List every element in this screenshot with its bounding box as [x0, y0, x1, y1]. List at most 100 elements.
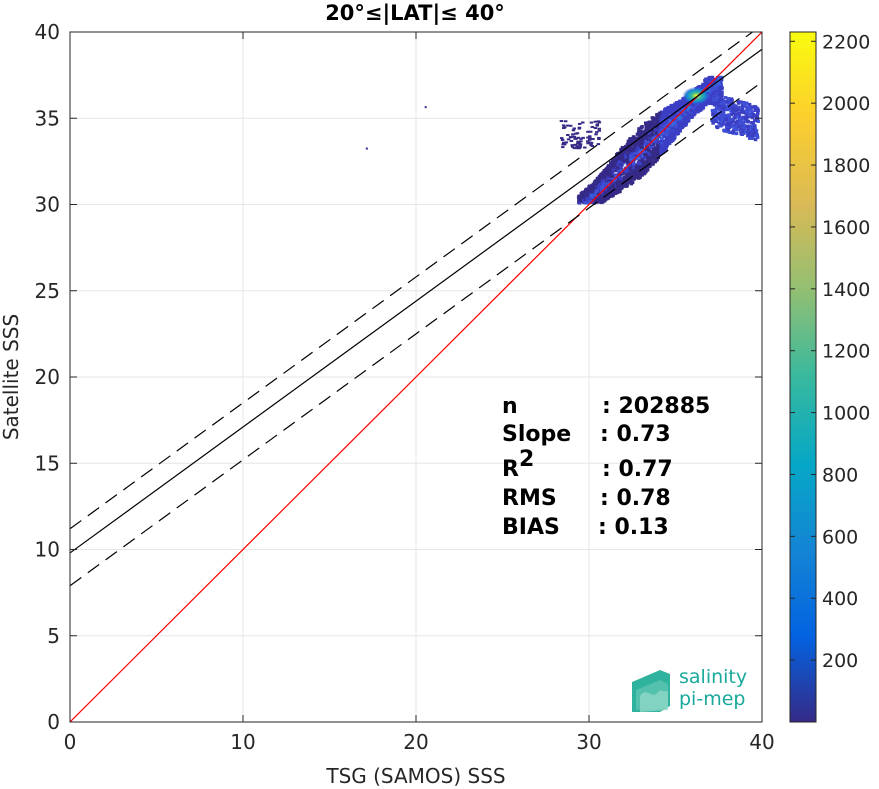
density-cell	[651, 144, 656, 148]
density-cell	[616, 164, 620, 168]
density-cell	[714, 87, 718, 91]
density-cell	[642, 138, 647, 142]
density-cell	[596, 195, 601, 199]
density-cell	[586, 136, 590, 139]
density-cell	[588, 135, 592, 138]
outlier-point	[424, 106, 427, 109]
density-cell	[724, 118, 728, 122]
density-cell	[630, 143, 634, 147]
density-cell	[617, 156, 621, 160]
density-cell	[627, 142, 631, 146]
density-cell	[746, 124, 750, 129]
density-cell	[628, 158, 633, 162]
density-cell	[587, 138, 592, 141]
density-cell	[611, 193, 615, 197]
density-cell	[746, 127, 751, 132]
density-cell	[617, 154, 622, 158]
density-cell	[597, 199, 601, 203]
density-cell	[611, 167, 615, 171]
density-cell	[670, 126, 674, 130]
density-cell	[650, 153, 654, 157]
density-cell	[710, 90, 715, 94]
density-cell	[662, 148, 667, 152]
stat-label: RMS	[502, 486, 557, 511]
density-cell	[572, 135, 577, 138]
density-cell	[640, 142, 644, 146]
density-cell	[581, 136, 585, 139]
density-cell	[654, 146, 658, 150]
density-cell	[645, 143, 650, 147]
density-cell	[597, 183, 601, 187]
density-cell	[623, 170, 628, 174]
density-cell	[612, 180, 616, 185]
density-cell	[729, 97, 734, 101]
density-cell	[736, 107, 740, 111]
one-to-one-line	[70, 32, 762, 722]
density-cell	[729, 109, 733, 113]
regression-line	[70, 48, 762, 554]
density-cell	[594, 196, 598, 201]
density-cell	[665, 129, 670, 133]
density-cell	[659, 128, 663, 132]
density-cell	[743, 115, 748, 120]
density-cell	[569, 140, 574, 143]
density-cell	[735, 115, 740, 119]
density-cell	[626, 178, 631, 182]
density-cell	[659, 122, 663, 126]
density-cell	[579, 194, 583, 198]
density-cell	[719, 101, 724, 105]
fit-lines	[70, 32, 762, 722]
density-cell	[566, 124, 570, 127]
density-cell	[700, 85, 705, 89]
density-cell	[593, 127, 598, 130]
density-cell	[636, 146, 641, 150]
density-cell	[691, 103, 696, 107]
density-cell	[584, 191, 588, 195]
density-cell	[660, 141, 665, 145]
density-cell	[594, 180, 599, 184]
density-cell	[638, 166, 643, 171]
density-cell	[752, 114, 757, 118]
density-cell	[632, 156, 637, 160]
density-cell	[664, 137, 669, 141]
density-cell	[751, 134, 756, 138]
density-cell	[629, 169, 634, 174]
density-cell	[746, 111, 750, 115]
density-cell	[580, 198, 584, 203]
density-cell	[678, 116, 683, 120]
density-cell	[579, 140, 583, 143]
colorbar-tick-label: 800	[822, 464, 858, 486]
density-cell	[602, 191, 607, 195]
density-cell	[648, 120, 652, 124]
density-cell	[715, 117, 720, 121]
density-cell	[717, 121, 721, 125]
density-cell	[640, 140, 645, 144]
density-cell	[674, 118, 679, 122]
density-cell	[600, 185, 604, 189]
density-cell	[631, 162, 636, 166]
density-cell	[607, 186, 611, 190]
density-cell	[637, 127, 641, 131]
density-cell	[673, 105, 678, 109]
density-cell	[618, 183, 623, 187]
density-cell	[645, 165, 649, 170]
density-cell	[635, 156, 640, 160]
x-axis-label: TSG (SAMOS) SSS	[325, 764, 505, 788]
density-cell	[580, 190, 585, 194]
density-cell	[629, 182, 634, 186]
density-cell	[715, 75, 720, 80]
stat-label-sup: 2	[519, 447, 534, 472]
density-cell	[577, 122, 582, 125]
density-cell	[640, 173, 644, 177]
density-cell	[589, 143, 593, 146]
density-cell	[683, 116, 687, 120]
density-cell	[638, 175, 642, 179]
colorbar-tick-label: 1000	[822, 403, 870, 425]
density-cell	[610, 174, 614, 178]
density-cell	[718, 124, 723, 128]
density-cell	[595, 124, 599, 127]
y-tick-label: 35	[35, 106, 60, 130]
density-cell	[597, 136, 601, 139]
density-cell	[674, 129, 679, 133]
density-cell	[620, 162, 624, 166]
